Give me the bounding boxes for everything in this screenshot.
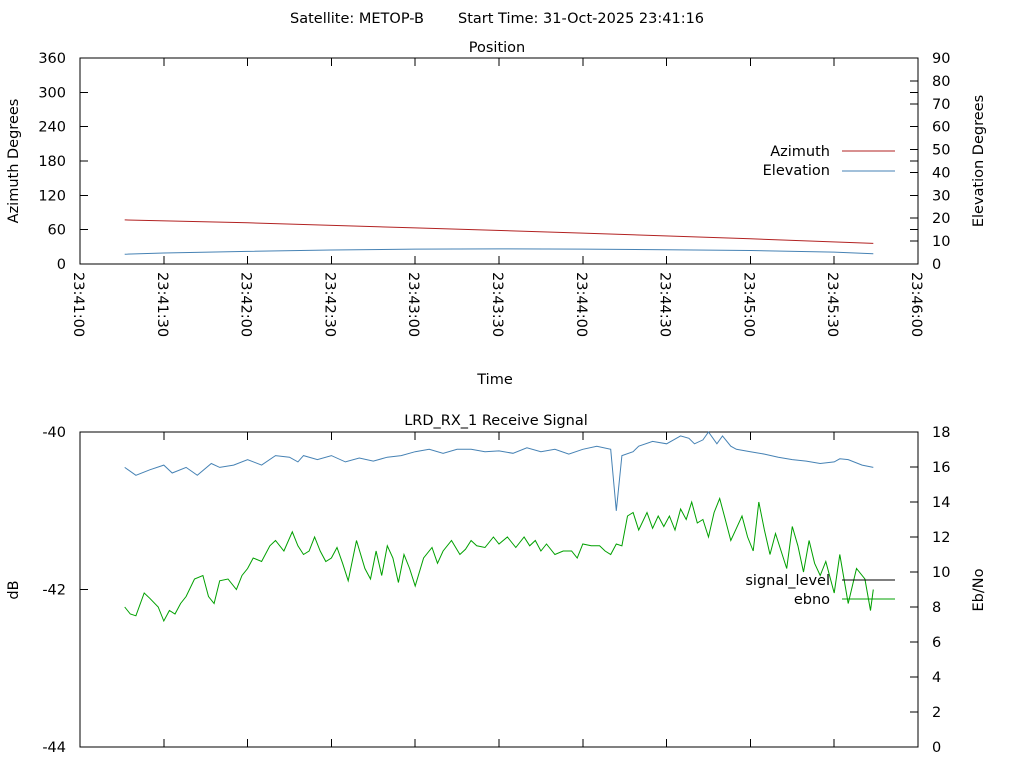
legend-signal-level-label: signal_level (745, 573, 830, 589)
pos-y2tick-label: 10 (932, 234, 950, 250)
pos-y2tick-label: 30 (932, 188, 950, 204)
ebno-line (124, 496, 874, 623)
pos-y2tick-label: 90 (932, 51, 950, 67)
signal-level-line (124, 431, 874, 511)
legend-azimuth-label: Azimuth (770, 144, 830, 160)
pos-y2tick-label: 40 (932, 165, 950, 181)
pos-y2tick-label: 20 (932, 211, 950, 227)
pos-ytick-label: 0 (57, 257, 66, 273)
pos-xtick-label: 23:43:00 (405, 272, 421, 337)
signal-time-axis (79, 432, 919, 747)
azimuth-line (124, 219, 874, 244)
position-legend: Azimuth Elevation (763, 144, 895, 179)
sig-y2tick-label: 10 (932, 565, 950, 581)
pos-ytick-label: 240 (38, 120, 66, 136)
sig-y2tick-label: 4 (932, 670, 941, 686)
signal-right-axis: 0 2 4 6 8 10 12 14 16 18 (910, 425, 950, 756)
position-ylabel: Azimuth Degrees (6, 99, 22, 224)
position-time-axis: 23:41:00 23:41:30 23:42:00 23:42:30 23:43:00… (70, 58, 924, 337)
sig-ytick-label: -42 (42, 583, 66, 599)
sig-y2tick-label: 2 (932, 705, 941, 721)
sig-y2tick-label: 18 (932, 425, 950, 441)
pos-xtick-label: 23:43:30 (489, 272, 505, 337)
sig-y2tick-label: 0 (932, 740, 941, 756)
pos-y2tick-label: 80 (932, 74, 950, 90)
sig-y2tick-label: 16 (932, 460, 950, 476)
pos-y2tick-label: 70 (932, 97, 950, 113)
sig-y2tick-label: 12 (932, 530, 950, 546)
pos-y2tick-label: 50 (932, 143, 950, 159)
signal-title: LRD_RX_1 Receive Signal (404, 413, 588, 429)
position-left-axis: 0 60 120 180 240 300 360 (38, 51, 918, 273)
pos-xtick-label: 23:42:30 (321, 272, 337, 337)
position-right-axis: 0 10 20 30 40 50 60 70 80 90 (910, 51, 950, 273)
pos-xtick-label: 23:44:30 (657, 272, 673, 337)
position-series (124, 219, 874, 255)
pos-ytick-label: 60 (48, 223, 66, 239)
signal-y2label: Eb/No (971, 568, 987, 611)
satellite-label: Satellite: METOP-B (290, 11, 424, 27)
sig-ytick-label: -40 (42, 425, 66, 441)
pos-xtick-label: 23:42:00 (238, 272, 254, 337)
signal-chart: LRD_RX_1 Receive Signal -44 -42 -40 0 2 4 6 8 1… (6, 413, 987, 756)
signal-series (124, 431, 874, 623)
pos-xtick-label: 23:46:00 (908, 272, 924, 337)
pos-xtick-label: 23:45:30 (824, 272, 840, 337)
sig-y2tick-label: 8 (932, 600, 941, 616)
legend-ebno-label: ebno (794, 592, 830, 608)
position-y2label: Elevation Degrees (971, 95, 987, 227)
position-plot-frame (79, 57, 919, 265)
signal-left-axis: -44 -42 -40 (42, 425, 88, 756)
signal-legend: signal_level ebno (745, 573, 895, 608)
pos-ytick-label: 120 (38, 188, 66, 204)
signal-ylabel: dB (6, 580, 22, 599)
pos-xtick-label: 23:41:30 (154, 272, 170, 337)
pos-y2tick-label: 0 (932, 257, 941, 273)
pos-xtick-label: 23:41:00 (70, 272, 86, 337)
sig-ytick-label: -44 (42, 740, 66, 756)
pos-ytick-label: 360 (38, 51, 66, 67)
pos-xtick-label: 23:44:00 (573, 272, 589, 337)
position-chart: Position 0 60 120 180 240 300 360 0 10 20 30 40 50 6… (6, 40, 987, 388)
sig-y2tick-label: 14 (932, 495, 950, 511)
pos-ytick-label: 300 (38, 85, 66, 101)
pos-xtick-label: 23:45:00 (740, 272, 756, 337)
position-xlabel: Time (476, 372, 513, 388)
pos-y2tick-label: 60 (932, 120, 950, 136)
position-title: Position (469, 40, 525, 56)
sig-y2tick-label: 6 (932, 635, 941, 651)
legend-elevation-label: Elevation (763, 163, 830, 179)
start-time-label: Start Time: 31-Oct-2025 23:41:16 (458, 11, 704, 27)
pos-ytick-label: 180 (38, 154, 66, 170)
elevation-line (124, 248, 874, 255)
signal-plot-frame (79, 431, 919, 748)
